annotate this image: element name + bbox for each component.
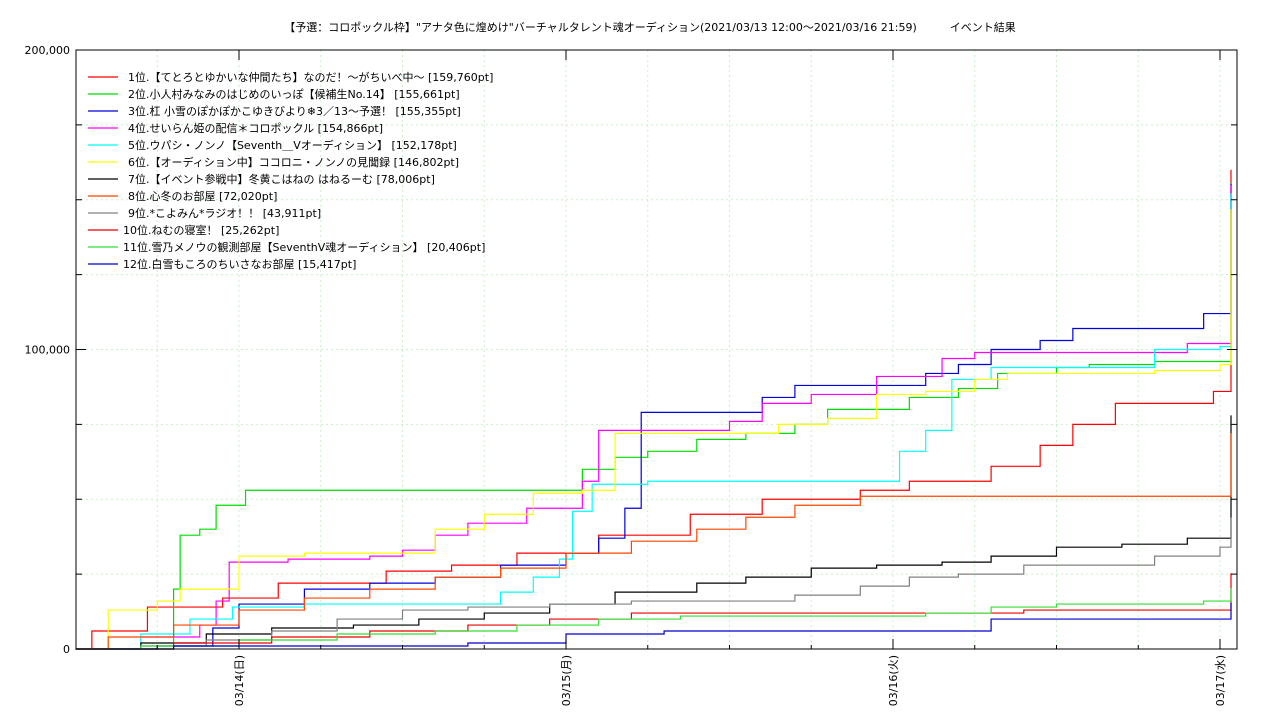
- legend-label: 5位.ウパシ・ノンノ【Seventh＿Vオーディション】 [152,178pt]: [128, 138, 457, 152]
- series-line-12: [75, 602, 1232, 650]
- series-line-8: [75, 433, 1232, 650]
- series-line-11: [75, 587, 1232, 650]
- legend-label: 6位.【オーディション中】ココロニ・ノンノの見聞録 [146,802pt]: [128, 155, 459, 169]
- legend-label: 10位.ねむの寝室！ [25,262pt]: [123, 223, 279, 237]
- legend-label: 11位.雪乃メノウの観測部屋【SeventhV魂オーディション】 [20,406…: [123, 240, 485, 254]
- legend-label: 7位.【イベント参戦中】冬黄こはねの はねるーむ [78,006pt]: [128, 172, 435, 186]
- legend-label: 1位.【てとろとゆかいな仲間たち】なのだ！～がちいべ中～ [159,760pt]: [128, 70, 493, 84]
- legend-label: 9位.*こよみん*ラジオ！！ [43,911pt]: [128, 206, 321, 220]
- chart-title: 【予選：コロポックル枠】"アナタ色に煌めけ"バーチャルタレント魂オーディション(…: [284, 21, 1016, 34]
- y-tick-label: 0: [63, 643, 70, 656]
- series-line-7: [75, 415, 1232, 650]
- y-tick-label: 200,000: [25, 44, 71, 57]
- legend-label: 3位.杠 小雪のぽかぽかこゆきびより❄3／13～予選！ [155,355pt]: [128, 104, 461, 118]
- series-line-2: [75, 182, 1232, 650]
- series-line-10: [75, 573, 1232, 650]
- series-line-9: [75, 517, 1232, 650]
- series-line-6: [75, 209, 1232, 650]
- y-tick-label: 100,000: [25, 344, 71, 357]
- x-tick-label: 03/15(月): [560, 655, 573, 706]
- legend-label: 12位.白雪もころのちいさなお部屋 [15,417pt]: [123, 257, 356, 271]
- x-tick-label: 03/16(火): [887, 655, 900, 706]
- series-line-4: [75, 185, 1232, 650]
- x-tick-label: 03/14(日): [233, 655, 246, 706]
- grid: [76, 50, 1237, 649]
- x-tick-label: 03/17(水): [1214, 655, 1227, 706]
- legend: 1位.【てとろとゆかいな仲間たち】なのだ！～がちいべ中～ [159,760pt]…: [88, 70, 493, 271]
- axis-ticks: 0 100,000 200,000 03/14(日) 03/15(月) 03/16(火) 0…: [25, 44, 1237, 706]
- legend-label: 2位.小人村みなみのはじめのいっぽ【候補生No.14】 [155,661pt]: [128, 87, 460, 101]
- legend-label: 4位.せいらん姫の配信＊コロポックル [154,866pt]: [128, 121, 383, 135]
- series-lines: [75, 169, 1232, 650]
- legend-label: 8位.心冬のお部屋 [72,020pt]: [128, 189, 277, 203]
